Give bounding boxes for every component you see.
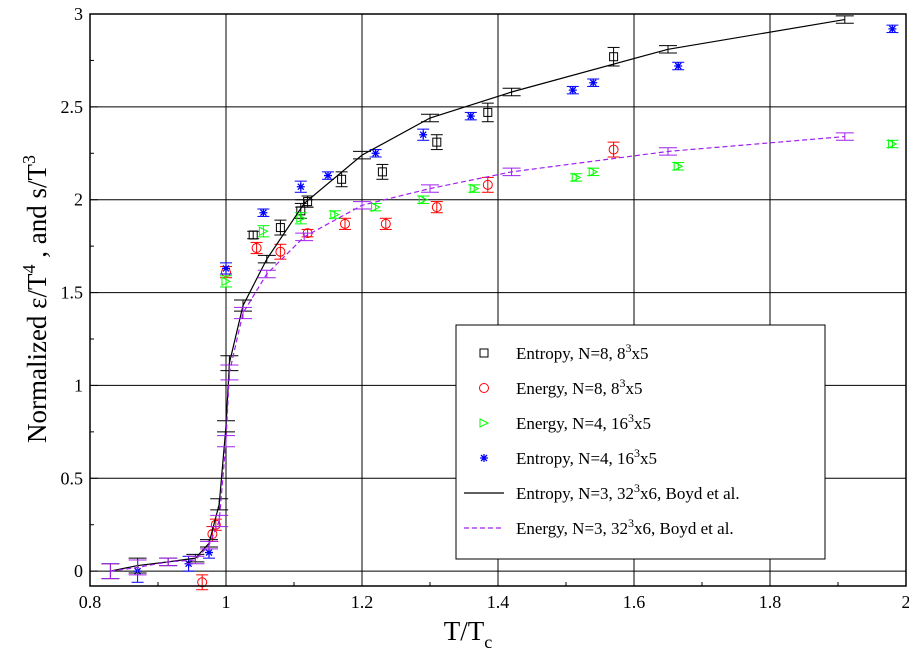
data-point (469, 183, 480, 194)
legend: Entropy, N=8, 83x5 Energy, N=8, 83x5 Energ… (455, 324, 826, 560)
legend-entry: Entropy, N=8, 83x5 (479, 341, 649, 363)
legend-box (455, 324, 826, 560)
data-point (222, 264, 230, 273)
series-line (110, 18, 845, 572)
data-point (324, 171, 332, 180)
legend-marker (479, 348, 489, 358)
data-point (608, 144, 619, 155)
x-tick-label: 0.8 (79, 592, 102, 612)
y-tick-label: 0 (74, 561, 83, 581)
data-point (221, 276, 232, 287)
series-4 (101, 15, 854, 580)
legend-label: Entropy, N=8, 83x5 (516, 341, 649, 363)
series-line (110, 135, 845, 572)
y-tick-label: 2.5 (61, 97, 84, 117)
legend-entry: Entropy, N=4, 163x5 (480, 446, 657, 468)
data-point (197, 577, 208, 588)
data-point (431, 202, 442, 213)
y-tick-label: 0.5 (61, 468, 84, 488)
series-5 (101, 132, 854, 580)
x-axis-title: T/Tc (444, 616, 493, 652)
x-tick-label: 1.2 (351, 592, 374, 612)
data-point (275, 246, 286, 257)
legend-entry: Entropy, N=3, 323x6, Boyd et al. (464, 481, 740, 503)
data-point (205, 548, 213, 557)
data-point (887, 139, 898, 149)
legend-label: Energy, N=3, 323x6, Boyd et al. (516, 516, 734, 538)
data-point (568, 86, 577, 95)
data-point (251, 243, 262, 253)
data-point (340, 218, 350, 229)
data-point (674, 62, 683, 70)
data-point (418, 194, 429, 205)
data-point (588, 167, 599, 177)
data-point (296, 213, 306, 224)
x-tick-label: 1.6 (623, 592, 646, 612)
data-point (419, 130, 428, 139)
y-axis-title: Normalized ε/T4 , and s/T3 (19, 155, 52, 443)
y-tick-label: 3 (74, 4, 83, 24)
data-point (371, 202, 381, 212)
y-tick-label: 1 (74, 375, 83, 395)
legend-marker (479, 418, 490, 428)
data-point (571, 172, 582, 183)
data-point (337, 174, 347, 184)
data-point (371, 149, 380, 158)
data-point (888, 24, 897, 33)
data-point (482, 179, 493, 190)
ticks: 0.8 1 1.2 1.4 1.6 1.8 2 0 0.5 1 1.5 2 2.5 3 (61, 4, 909, 612)
series-2 (220, 139, 899, 288)
data-point (466, 112, 475, 121)
data-point (483, 107, 493, 117)
data-point (296, 182, 305, 191)
legend-entry: Energy, N=3, 323x6, Boyd et al. (464, 516, 734, 538)
data-point (330, 209, 340, 220)
data-point (259, 208, 268, 217)
series-layer (101, 15, 899, 591)
data-point (258, 226, 269, 237)
data-point (609, 52, 619, 62)
data-point (432, 137, 442, 147)
legend-entry: Energy, N=4, 163x5 (479, 411, 651, 433)
y-tick-label: 1.5 (61, 283, 84, 303)
x-tick-label: 1.4 (487, 592, 510, 612)
x-tick-label: 1 (222, 592, 231, 612)
x-tick-label: 1.8 (759, 592, 782, 612)
legend-label: Entropy, N=4, 163x5 (516, 446, 657, 468)
data-point (248, 230, 258, 240)
legend-label: Entropy, N=3, 323x6, Boyd et al. (516, 481, 740, 503)
data-point (275, 223, 285, 233)
legend-entry: Energy, N=8, 83x5 (479, 376, 643, 398)
y-tick-label: 2 (74, 190, 83, 210)
data-point (673, 161, 684, 172)
x-tick-label: 2 (902, 592, 909, 612)
legend-label: Energy, N=8, 83x5 (516, 376, 643, 398)
data-point (377, 167, 387, 177)
legend-marker (480, 454, 488, 462)
legend-marker (479, 383, 489, 393)
legend-label: Energy, N=4, 163x5 (516, 411, 651, 433)
data-point (589, 78, 598, 87)
data-point (380, 218, 391, 229)
data-point (303, 197, 313, 207)
